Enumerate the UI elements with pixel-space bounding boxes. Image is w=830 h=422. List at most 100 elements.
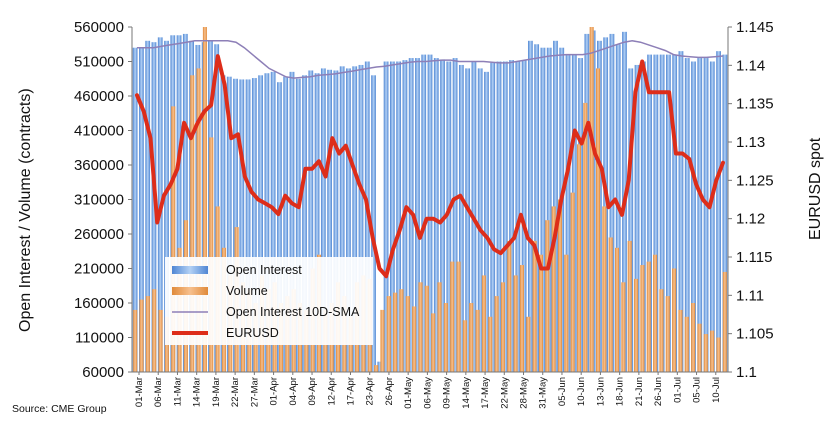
open-interest-bar: [458, 64, 464, 372]
volume-bar: [634, 278, 639, 372]
x-tick-label: 17-Apr: [346, 377, 357, 406]
open-interest-bar: [396, 61, 402, 372]
volume-bar: [158, 309, 163, 372]
volume-bar: [139, 299, 144, 372]
open-interest-bar: [534, 44, 540, 372]
open-interest-bar: [515, 61, 521, 372]
volume-bar: [386, 296, 391, 372]
volume-bar: [519, 265, 524, 372]
open-interest-bar: [502, 61, 508, 372]
x-tick-label: 06-May: [422, 377, 433, 409]
volume-bar: [469, 303, 474, 372]
volume-bar: [431, 313, 436, 372]
volume-bar: [190, 75, 195, 373]
axes-layer: 560000 510000 460000 410000 360000 310000 2600…: [74, 19, 774, 409]
volume-bar: [133, 309, 138, 372]
x-tick-label: 31-May: [538, 377, 549, 409]
x-tick-label: 27-Mar: [249, 377, 260, 407]
open-interest-bar: [251, 78, 257, 372]
open-interest-bar: [295, 78, 301, 372]
right-tick-label: 1.13: [736, 134, 765, 151]
open-interest-bar: [320, 68, 326, 373]
volume-bar: [481, 275, 486, 372]
open-interest-bar: [527, 40, 533, 373]
left-tick-label: 210000: [74, 261, 124, 278]
open-interest-bar: [339, 66, 345, 372]
open-interest-bar: [546, 47, 552, 372]
open-interest-bar: [433, 58, 439, 373]
x-tick-label: 26-Apr: [384, 377, 395, 406]
open-interest-bar: [151, 42, 157, 373]
right-tick-label: 1.105: [736, 326, 774, 343]
legend-swatch-open-interest: [172, 266, 208, 274]
volume-bar: [424, 285, 429, 372]
eurusd-line: [135, 54, 725, 279]
left-tick-label: 310000: [74, 192, 124, 209]
x-tick-label: 09-Apr: [307, 377, 318, 406]
x-tick-label: 22-May: [499, 377, 510, 409]
open-interest-bar: [383, 61, 389, 372]
open-interest-bar: [565, 54, 571, 372]
right-tick-label: 1.12: [736, 211, 765, 228]
volume-bar: [500, 282, 505, 372]
volume-bar: [684, 316, 689, 372]
open-interest-bar: [672, 54, 678, 372]
x-tick-label: 09-May: [442, 377, 453, 409]
open-interest-bar: [302, 75, 307, 373]
left-tick-label: 410000: [74, 123, 124, 140]
open-interest-bar: [659, 54, 665, 372]
left-tick-label: 560000: [74, 19, 124, 36]
volume-bar: [418, 282, 423, 372]
left-tick-label: 510000: [74, 54, 124, 71]
x-tick-label: 10-Jun: [576, 377, 587, 406]
open-interest-bar: [308, 70, 314, 372]
open-interest-bar: [245, 79, 251, 372]
left-tick-label: 260000: [74, 226, 124, 243]
x-tick-label: 22-Mar: [230, 377, 241, 407]
volume-bar: [209, 137, 214, 372]
volume-bar: [659, 289, 664, 372]
right-axis-title: EURUSD spot: [807, 137, 824, 240]
open-interest-bar: [176, 35, 182, 372]
x-tick-label: 13-Jun: [595, 377, 606, 406]
legend-label-oi-sma: Open Interest 10D-SMA: [226, 305, 360, 319]
right-tick-label: 1.125: [736, 172, 774, 189]
open-interest-bar: [346, 68, 351, 373]
open-interest-bar: [490, 62, 496, 372]
open-interest-bar: [277, 82, 282, 372]
lines-layer: [135, 40, 725, 279]
volume-bar: [513, 275, 518, 372]
volume-bar: [697, 323, 702, 372]
open-interest-bar: [653, 54, 659, 372]
open-interest-bar: [446, 61, 452, 372]
open-interest-bar: [182, 33, 188, 373]
x-tick-label: 23-Apr: [365, 377, 376, 406]
x-tick-label: 14-May: [461, 377, 472, 409]
volume-bar: [437, 282, 442, 372]
open-interest-bar: [709, 61, 715, 372]
open-interest-bar: [521, 60, 527, 373]
volume-bar: [171, 106, 176, 372]
open-interest-bar: [540, 47, 546, 372]
volume-bar: [532, 240, 537, 372]
x-tick-label: 26-Jun: [653, 377, 664, 406]
volume-bar: [202, 27, 207, 372]
volume-bar: [672, 268, 677, 372]
x-tick-label: 04-Apr: [288, 377, 299, 406]
volume-bar: [494, 296, 499, 372]
volume-bar: [627, 240, 632, 372]
open-interest-bar: [640, 61, 646, 372]
open-interest-bar: [226, 76, 232, 373]
open-interest-bar: [477, 68, 483, 373]
x-tick-label: 06-Mar: [153, 377, 164, 407]
x-tick-label: 05-Jul: [692, 377, 703, 403]
open-interest-bar: [389, 61, 395, 372]
open-interest-bar: [264, 73, 270, 372]
volume-bar: [678, 309, 683, 372]
volume-bar: [691, 303, 696, 372]
volume-bar: [412, 306, 417, 372]
open-interest-bar: [509, 60, 514, 373]
volume-bar: [722, 271, 727, 372]
open-interest-bar: [684, 58, 690, 373]
